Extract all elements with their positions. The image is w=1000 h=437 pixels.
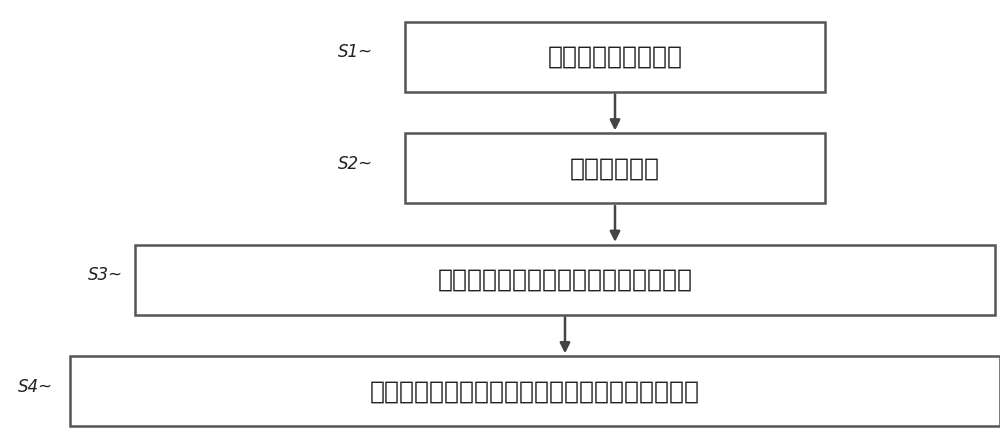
Text: S3~: S3~	[88, 266, 122, 284]
Text: 自动旋转模块: 自动旋转模块	[570, 156, 660, 180]
FancyBboxPatch shape	[405, 22, 825, 92]
Text: 输入原始的牙根影像: 输入原始的牙根影像	[548, 45, 682, 69]
FancyBboxPatch shape	[135, 245, 995, 315]
Text: 高分辨率深度神经网络检测特征点坐标: 高分辨率深度神经网络检测特征点坐标	[438, 268, 692, 291]
Text: S1~: S1~	[338, 43, 372, 62]
Text: 选出最佳的用最小二乘法得到二次多项式拟合曲线: 选出最佳的用最小二乘法得到二次多项式拟合曲线	[370, 379, 700, 403]
FancyBboxPatch shape	[405, 133, 825, 203]
Text: S4~: S4~	[18, 378, 52, 396]
Text: S2~: S2~	[338, 155, 372, 173]
FancyBboxPatch shape	[70, 356, 1000, 426]
